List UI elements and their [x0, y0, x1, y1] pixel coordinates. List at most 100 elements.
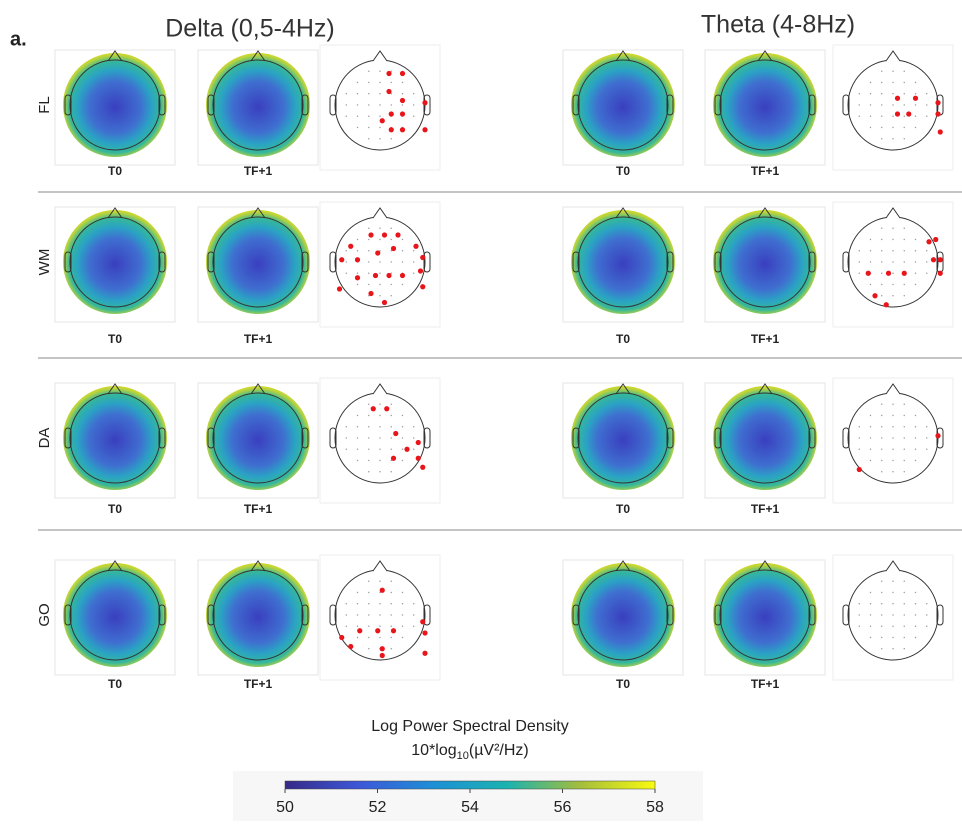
ear [158, 251, 166, 273]
electrode [368, 448, 370, 450]
electrode [379, 238, 381, 241]
electrode [356, 250, 359, 252]
electrode [914, 426, 917, 428]
electrode [356, 437, 359, 439]
map-frame [562, 49, 684, 166]
electrode [903, 81, 905, 84]
significant-electrode [339, 634, 345, 641]
nose [885, 207, 901, 219]
ear [64, 427, 72, 449]
electrode [379, 403, 381, 405]
electrode [892, 459, 894, 462]
electrode [390, 636, 392, 639]
electrode [379, 272, 381, 274]
nose [885, 50, 901, 62]
ear [423, 604, 431, 626]
electrode [368, 636, 370, 639]
electrode [903, 603, 905, 605]
electrode [390, 437, 392, 439]
electrode [401, 603, 404, 605]
electrode [869, 459, 872, 462]
topomap [63, 563, 167, 667]
electrode [914, 459, 917, 462]
electrode [914, 625, 917, 627]
electrode [345, 603, 347, 605]
electrode [413, 448, 415, 450]
condition-label: DA [36, 428, 53, 449]
electrode [390, 459, 392, 462]
nose [107, 383, 123, 395]
map-label: T0 [108, 164, 122, 178]
colorbar-title: Log Power Spectral Density [371, 718, 568, 735]
electrode [368, 414, 370, 417]
electrode [356, 81, 359, 84]
electrode [892, 636, 894, 639]
electrode [379, 70, 381, 72]
electrode [368, 295, 370, 297]
electrode [903, 580, 905, 582]
ear [842, 94, 850, 116]
electrode [345, 250, 347, 252]
dot-frame [832, 44, 954, 171]
electrode [926, 448, 928, 450]
condition-label: WM [36, 249, 53, 276]
electrode [413, 603, 415, 605]
nose [615, 383, 631, 395]
significant-electrode [420, 464, 426, 470]
electrode [401, 283, 404, 286]
topomap [571, 210, 675, 314]
band-title: Theta (4-8Hz) [701, 11, 855, 39]
map-label: TF+1 [751, 332, 780, 346]
condition-label: FL [36, 96, 53, 114]
significant-electrode [386, 70, 392, 77]
dot-frame [319, 201, 441, 328]
nose [250, 207, 266, 219]
nose [757, 50, 773, 62]
significant-electrode [388, 127, 394, 133]
electrode [356, 283, 359, 286]
electrode [368, 614, 370, 616]
map-frame [54, 559, 176, 676]
condition-label: GO [36, 603, 53, 626]
map-frame [704, 559, 826, 676]
electrode [914, 104, 917, 106]
electrode [881, 227, 883, 229]
electrode [379, 414, 381, 417]
electrode [914, 414, 917, 417]
electrode [345, 104, 347, 106]
electrode [903, 403, 905, 405]
electrode [881, 250, 883, 252]
topomap [206, 386, 310, 490]
nose [372, 560, 388, 572]
electrode [379, 115, 381, 117]
electrode [379, 459, 381, 462]
colorbar-box [233, 771, 703, 821]
electrode [401, 238, 404, 241]
significant-electrode [336, 286, 343, 292]
electrode [401, 261, 404, 263]
electrode [892, 295, 894, 297]
electrode [368, 459, 370, 462]
electrode [379, 104, 381, 106]
electrode [903, 115, 905, 117]
electrode [345, 261, 347, 263]
significant-electrode [420, 254, 426, 261]
electrode [368, 238, 370, 241]
topomap [206, 563, 310, 667]
electrode [914, 283, 917, 286]
electrode [379, 81, 381, 84]
significant-electrode [894, 95, 901, 101]
significant-electrode [375, 250, 381, 256]
electrode [368, 70, 370, 72]
nose [757, 207, 773, 219]
electrode [903, 261, 905, 263]
significant-electrode [379, 646, 385, 652]
significant-electrode [906, 111, 912, 117]
electrode [881, 115, 883, 117]
ear [666, 251, 674, 273]
significant-electrode [420, 284, 426, 290]
electrode [858, 625, 860, 627]
electrode [401, 459, 404, 462]
electrode [926, 614, 928, 616]
significant-electrode [935, 433, 941, 439]
